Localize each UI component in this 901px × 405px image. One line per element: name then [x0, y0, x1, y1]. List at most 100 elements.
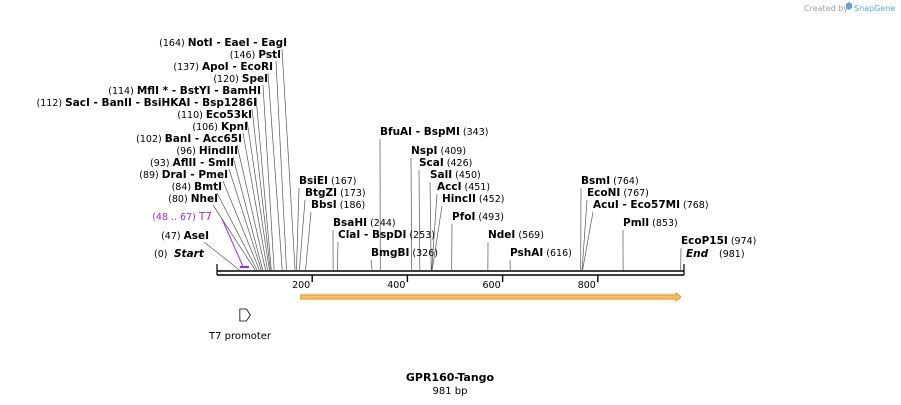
site-enzyme: - Acc65I [191, 133, 242, 145]
site-aflii[interactable]: (93) AflII - SmlI [150, 157, 262, 271]
site-enzyme: AseI [184, 230, 209, 242]
site-leader [222, 180, 260, 271]
site-position: (137) [173, 62, 202, 73]
site-btgzi[interactable]: BtgZI (173) [299, 187, 366, 271]
site-ndei[interactable]: NdeI (569) [487, 229, 544, 271]
site-position: (409) [437, 146, 466, 157]
site-enzyme: ApoI [202, 61, 229, 73]
site-position: (764) [610, 176, 639, 187]
site-eco53ki[interactable]: (110) Eco53kI [177, 109, 270, 271]
site-econi[interactable]: EcoNI (767) [581, 187, 649, 271]
site-enzyme: BanI [165, 133, 191, 145]
site-label: (114) MflI * - BstYI - BamHI [108, 85, 261, 97]
site-enzyme: AccI [437, 181, 461, 193]
site-enzyme: MflI * [137, 85, 169, 97]
ruler-tick-label: 800 [578, 280, 596, 291]
site-enzyme: PshAI [510, 247, 543, 259]
site-enzyme: - Bsp1286I [190, 97, 257, 109]
site-bani[interactable]: (102) BanI - Acc65I [136, 133, 266, 271]
site-pmli[interactable]: PmlI (853) [622, 217, 678, 271]
site-acui[interactable]: AcuI - Eco57MI (768) [582, 199, 709, 271]
site-psti[interactable]: (146) PstI [230, 49, 287, 271]
site-enzyme: - SmlI [196, 157, 234, 169]
site-bbsi[interactable]: BbsI (186) [305, 199, 366, 271]
site-bfuai[interactable]: BfuAI - BspMI (343) [379, 126, 488, 271]
site-position: (93) [150, 158, 173, 169]
site-label: BsiEI (167) [299, 175, 357, 187]
site-enzyme: HindIII [199, 145, 238, 157]
site-leader [267, 72, 283, 271]
site-nhei[interactable]: (80) NheI [168, 193, 256, 271]
end-position: (981) [719, 249, 745, 260]
site-leader [299, 199, 306, 271]
site-hincii[interactable]: HincII (452) [431, 193, 505, 271]
site-bsmi[interactable]: BsmI (764) [580, 175, 639, 271]
site-scai[interactable]: ScaI (426) [418, 157, 472, 271]
site-label: BsmI (764) [581, 175, 639, 187]
snapgene-logo-icon [846, 2, 852, 10]
site-position: (452) [476, 194, 505, 205]
site-leader [203, 241, 240, 271]
site-label: (120) SpeI [213, 73, 268, 85]
site-position: (110) [177, 110, 206, 121]
site-label: ClaI - BspDI (253) [338, 229, 435, 241]
site-leader [232, 156, 264, 271]
site-spei[interactable]: (120) SpeI [213, 73, 275, 271]
site-ecop15i[interactable]: EcoP15I (974) [680, 235, 757, 271]
site-saci[interactable]: (112) SacI - BanII - BsiHKAI - Bsp1286I [37, 97, 271, 271]
site-bsiei[interactable]: BsiEI (167) [296, 175, 357, 271]
site-asei[interactable]: (47) AseI [161, 230, 240, 271]
site-mfli[interactable]: (114) MflI * - BstYI - BamHI [108, 85, 272, 271]
site-acci[interactable]: AccI (451) [431, 181, 490, 271]
site-position: (974) [728, 236, 757, 247]
site-enzyme: NotI [188, 37, 213, 49]
site-enzyme: - BspMI [412, 126, 460, 138]
ruler-tick-label: 400 [387, 280, 405, 291]
site-pshai[interactable]: PshAI (616) [509, 247, 572, 271]
site-position: (89) [139, 170, 162, 181]
site-enzyme: DraI [162, 169, 187, 181]
site-hindiii[interactable]: (96) HindIII [176, 145, 264, 271]
site-bsahi[interactable]: BsaHI (244) [332, 217, 396, 271]
site-apoi[interactable]: (137) ApoI - EcoRI [173, 61, 283, 271]
site-leader [410, 157, 413, 271]
t7-promoter-arrow[interactable] [239, 308, 251, 322]
restriction-sites: (164) NotI - EaeI - EagI(146) PstI(137) … [37, 37, 757, 271]
site-leader [370, 259, 373, 271]
site-noti[interactable]: (164) NotI - EaeI - EagI [159, 37, 296, 271]
orf-arrow[interactable] [300, 292, 682, 302]
site-label: EcoP15I (974) [681, 235, 756, 247]
site-label: (146) PstI [230, 49, 281, 61]
site-enzyme: - BstYI [168, 85, 210, 97]
site-enzyme: - Eco57MI [619, 199, 680, 211]
primer-t7[interactable]: (48 .. 67) T7 [152, 211, 249, 269]
site-nspi[interactable]: NspI (409) [410, 145, 466, 271]
site-drai[interactable]: (89) DraI - PmeI [139, 169, 260, 271]
site-leader [216, 192, 258, 271]
site-bmti[interactable]: (84) BmtI [172, 181, 258, 271]
site-label: (164) NotI - EaeI - EagI [159, 37, 287, 49]
site-position: (96) [176, 146, 199, 157]
site-position: (164) [159, 38, 188, 49]
site-label: (137) ApoI - EcoRI [173, 61, 273, 73]
site-clai[interactable]: ClaI - BspDI (253) [337, 229, 435, 271]
site-label: (102) BanI - Acc65I [136, 133, 242, 145]
site-leader [281, 48, 296, 271]
site-label: (93) AflII - SmlI [150, 157, 234, 169]
site-label: (96) HindIII [176, 145, 238, 157]
site-bmgbi[interactable]: BmgBI (326) [370, 247, 438, 271]
site-leader [275, 60, 287, 271]
site-label: BsaHI (244) [333, 217, 396, 229]
site-label: AccI (451) [437, 181, 490, 193]
site-pfoi[interactable]: PfoI (493) [451, 211, 504, 271]
site-sali[interactable]: SalI (450) [429, 169, 481, 271]
credit-prefix: Created by [804, 4, 848, 13]
site-label: EcoNI (767) [587, 187, 649, 199]
site-position: (102) [136, 134, 165, 145]
site-label: SalI (450) [430, 169, 481, 181]
end-label: End [686, 248, 709, 260]
site-label: BmgBI (326) [371, 247, 438, 259]
site-kpni[interactable]: (106) KpnI [192, 121, 268, 271]
ruler-tick-label: 200 [292, 280, 310, 291]
site-enzyme: SpeI [242, 73, 268, 85]
